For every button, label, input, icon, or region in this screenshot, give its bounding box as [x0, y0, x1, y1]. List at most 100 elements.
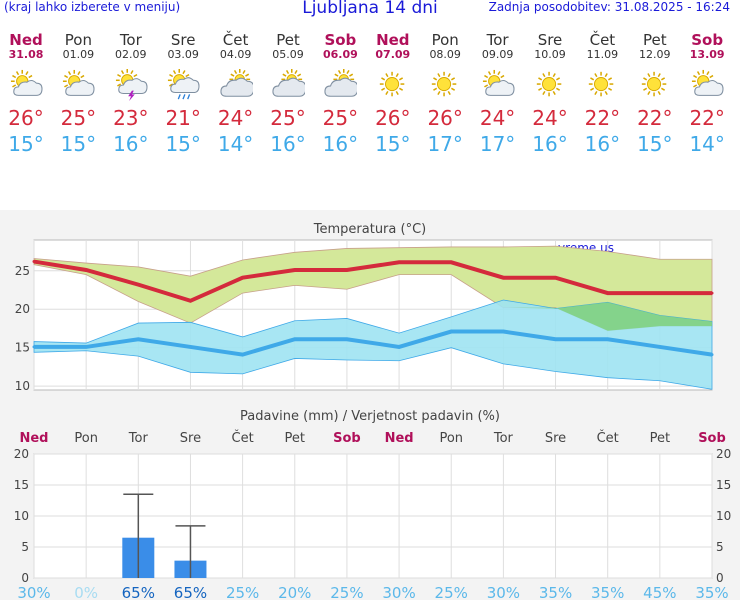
min-temp: 15°: [60, 132, 97, 156]
day-column: Sob 13.09 22° 14°: [681, 31, 733, 156]
max-temp-point: [345, 268, 349, 272]
precip-day-label: Tor: [493, 431, 514, 446]
day-name: Tor: [486, 31, 509, 49]
top-bar: (kraj lahko izberete v meniju) Ljubljana…: [0, 0, 740, 20]
page-title: Ljubljana 14 dni: [302, 0, 438, 18]
min-temp-point: [345, 337, 349, 341]
max-temp: 25°: [322, 106, 359, 130]
charts-panel: 10 15 20 25 Temperatura (°C) vreme.us Padavine…: [0, 210, 740, 602]
precip-day-label: Ned: [385, 431, 414, 446]
max-temp: 23°: [113, 106, 149, 130]
precip-probability-label: 30%: [382, 584, 415, 600]
max-temp-point: [554, 276, 558, 280]
sun-icon: [641, 71, 667, 97]
day-column: Tor 09.09 24° 17°: [472, 31, 524, 156]
min-temp: 15°: [8, 132, 44, 156]
max-temp: 24°: [479, 106, 516, 130]
temp-tick-label: 20: [15, 302, 30, 316]
day-column: Pon 01.09 25° 15°: [52, 31, 104, 156]
cloud-sun-icon: [324, 69, 358, 97]
max-temp-point: [293, 268, 297, 272]
precip-tick-label-left: 15: [14, 478, 29, 492]
min-temp-point: [554, 337, 558, 341]
precip-probability-label: 65%: [122, 584, 155, 600]
min-temp: 15°: [375, 132, 411, 156]
day-date: 07.09: [375, 48, 411, 61]
min-temp-point: [449, 330, 453, 334]
location-menu-hint: (kraj lahko izberete v meniju): [4, 0, 181, 14]
min-temp-line: [34, 329, 713, 357]
precip-tick-label-left: 0: [21, 571, 29, 585]
precip-day-label: Pon: [74, 431, 98, 446]
max-temp-point: [710, 291, 714, 295]
day-date: 01.09: [62, 48, 95, 61]
precip-chart-title: Padavine (mm) / Verjetnost padavin (%): [240, 409, 500, 424]
min-temp: 16°: [584, 132, 621, 156]
precip-tick-label-right: 5: [716, 540, 724, 554]
day-column: Pet 12.09 22° 15°: [629, 31, 681, 156]
precip-tick-label-left: 20: [14, 447, 29, 461]
precip-probability-label: 35%: [695, 584, 728, 600]
precip-tick-label-right: 20: [716, 447, 731, 461]
day-name: Pon: [431, 31, 459, 49]
min-temp-point: [710, 353, 714, 357]
day-date: 04.09: [219, 48, 252, 61]
precip-tick-label-right: 0: [716, 571, 724, 585]
day-name: Ned: [9, 31, 43, 49]
precip-day-label: Pon: [439, 431, 463, 446]
day-column: Sob 06.09 25° 16°: [314, 31, 366, 156]
min-temp-point: [501, 330, 505, 334]
precip-probability-label: 30%: [17, 584, 50, 600]
min-temp-point: [84, 345, 88, 349]
day-name: Pet: [642, 31, 667, 49]
max-temp-point: [84, 268, 88, 272]
max-temp: 21°: [165, 106, 201, 130]
precip-probability-label: 25%: [330, 584, 363, 600]
min-temp: 14°: [217, 132, 254, 156]
max-temp: 26°: [427, 106, 463, 130]
min-temp-point: [136, 337, 140, 341]
precip-day-label: Ned: [19, 431, 48, 446]
precip-day-label: Tor: [128, 431, 149, 446]
day-date: 09.09: [481, 48, 514, 61]
day-name: Sre: [537, 31, 563, 49]
day-column: Čet 04.09 24° 14°: [210, 32, 262, 156]
max-temp-point: [658, 291, 662, 295]
min-temp: 16°: [532, 132, 568, 156]
precip-probability-label: 65%: [174, 584, 207, 600]
precip-day-label: Sob: [333, 431, 361, 446]
precip-tick-label-left: 10: [14, 509, 29, 523]
day-column: Pon 08.09 26° 17°: [419, 31, 471, 156]
precip-day-label: Čet: [232, 430, 254, 446]
precip-probability-label: 0%: [74, 584, 98, 600]
day-column: Tor 02.09 23° 16°: [105, 32, 157, 156]
min-temp: 15°: [637, 132, 673, 156]
day-name: Sob: [691, 31, 724, 49]
min-temp: 17°: [427, 132, 463, 156]
day-date: 11.09: [586, 48, 619, 61]
min-temp: 16°: [270, 132, 306, 156]
day-name: Ned: [376, 31, 410, 49]
max-temp: 22°: [584, 106, 621, 130]
sun-icon: [432, 71, 457, 97]
max-temp-point: [449, 260, 453, 264]
day-date: 05.09: [272, 48, 304, 61]
precip-day-label: Čet: [597, 430, 619, 446]
cloud-sun-icon: [220, 69, 253, 97]
min-temp-point: [293, 337, 297, 341]
precip-tick-label-left: 5: [21, 540, 29, 554]
precip-probability-label: 35%: [591, 584, 624, 600]
day-name: Sob: [324, 31, 357, 49]
precip-day-label: Pet: [285, 431, 305, 446]
day-date: 08.09: [429, 48, 461, 61]
day-name: Pon: [64, 31, 92, 49]
precip-probability-label: 25%: [435, 584, 468, 600]
day-column: Pet 05.09 25° 16°: [262, 32, 314, 156]
min-temp-point: [658, 345, 662, 349]
max-temp-line: [33, 259, 712, 303]
precip-day-label: Sob: [698, 431, 726, 446]
day-name: Čet: [589, 31, 616, 49]
day-date: 13.09: [689, 48, 725, 61]
max-temp-point: [188, 299, 192, 303]
